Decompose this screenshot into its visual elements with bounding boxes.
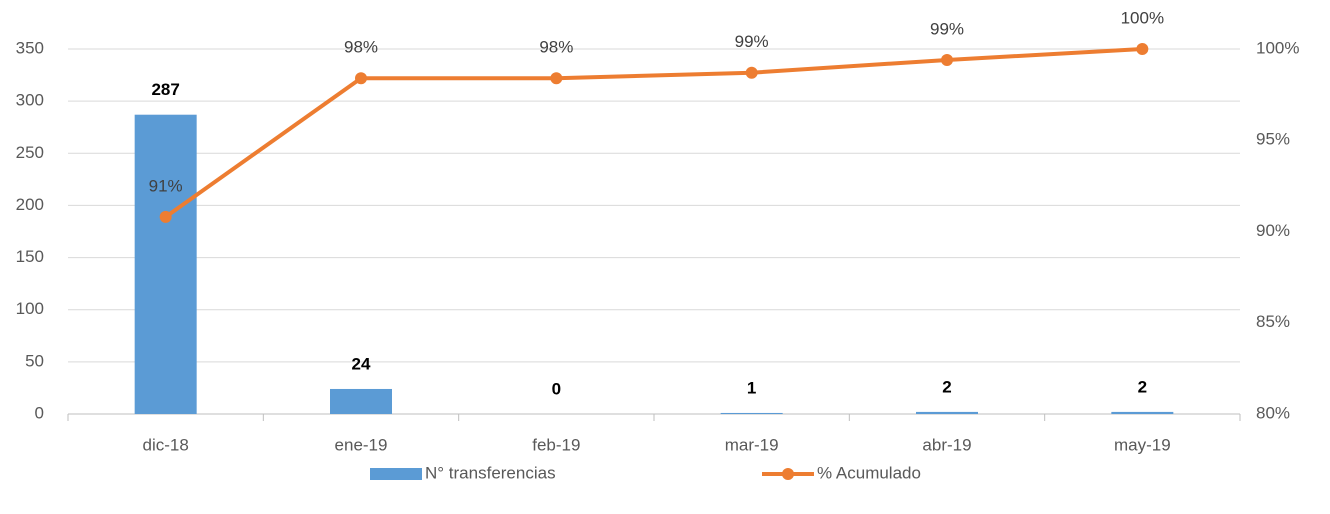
- line-value-label: 99%: [930, 19, 964, 38]
- y2-tick-label: 85%: [1256, 312, 1290, 331]
- y-tick-label: 0: [35, 403, 44, 422]
- legend-swatch: [370, 468, 422, 480]
- bar-value-label: 24: [352, 354, 371, 373]
- line-marker: [550, 72, 563, 85]
- y-tick-label: 350: [16, 38, 44, 57]
- y2-tick-label: 100%: [1256, 38, 1299, 57]
- x-tick-label: may-19: [1114, 435, 1171, 454]
- y2-tick-label: 90%: [1256, 221, 1290, 240]
- legend-marker: [782, 468, 794, 480]
- line-value-label: 98%: [344, 38, 378, 57]
- line-marker: [159, 210, 172, 223]
- line-marker: [355, 72, 367, 85]
- bar: [1111, 411, 1174, 414]
- bar: [134, 114, 197, 414]
- x-tick-label: mar-19: [725, 435, 779, 454]
- y-tick-label: 50: [25, 351, 44, 370]
- bar: [720, 412, 783, 414]
- legend-label: N° transferencias: [425, 463, 556, 482]
- line-marker: [745, 66, 758, 79]
- bar-value-label: 1: [747, 378, 756, 397]
- bar-value-label: 2: [1138, 377, 1147, 396]
- line-value-label: 100%: [1121, 8, 1164, 27]
- x-tick-label: dic-18: [143, 435, 189, 454]
- bar: [916, 411, 978, 414]
- line-value-label: 99%: [735, 32, 769, 51]
- line-value-label: 91%: [149, 176, 183, 195]
- y-tick-label: 100: [16, 299, 44, 318]
- x-tick-label: feb-19: [532, 435, 580, 454]
- bar: [330, 388, 392, 414]
- y-tick-label: 300: [16, 91, 44, 110]
- bar-value-label: 2: [942, 377, 951, 396]
- y-tick-label: 150: [16, 247, 44, 266]
- legend-label: % Acumulado: [817, 463, 921, 482]
- x-tick-label: ene-19: [335, 435, 388, 454]
- y-tick-label: 200: [16, 195, 44, 214]
- line-marker: [941, 53, 953, 66]
- y2-tick-label: 95%: [1256, 130, 1290, 149]
- bar-value-label: 0: [552, 379, 561, 398]
- x-tick-label: abr-19: [922, 435, 971, 454]
- line-value-label: 98%: [539, 38, 573, 57]
- y-tick-label: 250: [16, 143, 44, 162]
- y2-tick-label: 80%: [1256, 403, 1290, 422]
- bar-value-label: 287: [151, 80, 179, 99]
- line: [164, 47, 1143, 219]
- line-marker: [1136, 43, 1149, 55]
